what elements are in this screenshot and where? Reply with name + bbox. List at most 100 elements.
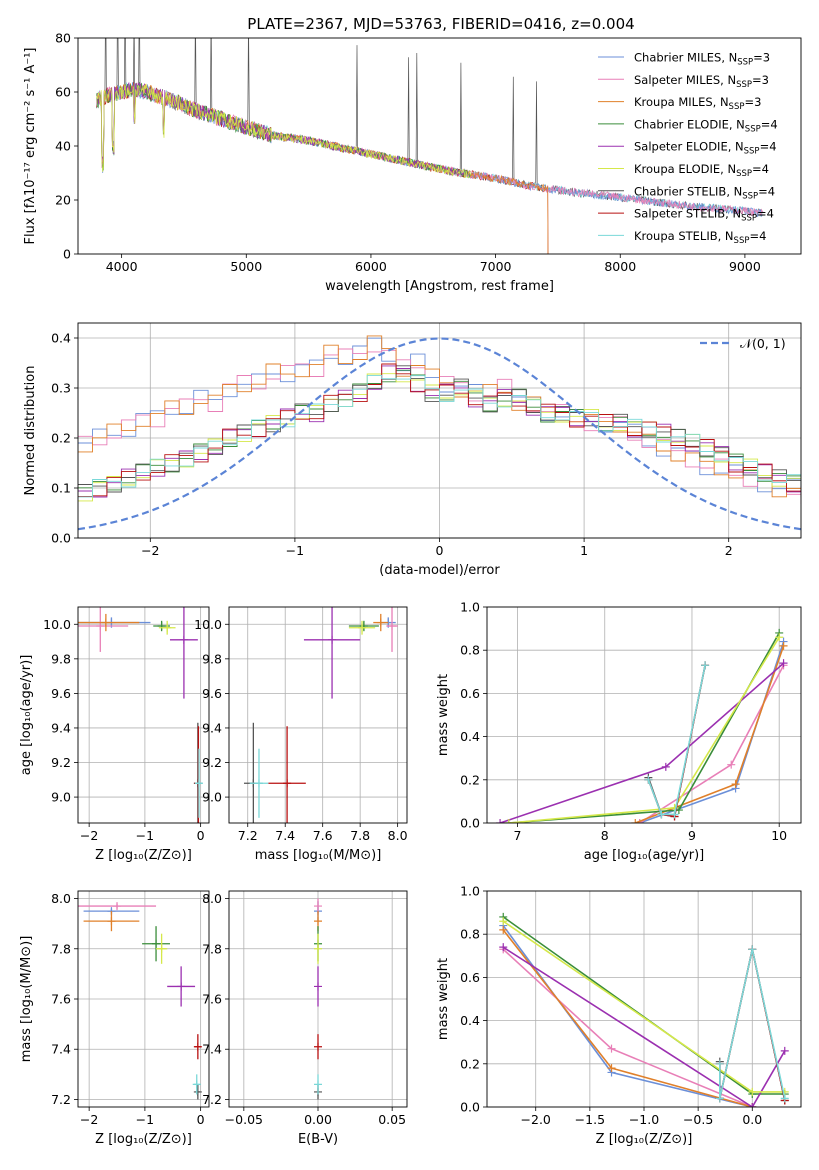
y-tick-label: 9.0 <box>202 790 222 805</box>
weight-series-line <box>647 665 706 816</box>
y-tick-label: 0.4 <box>51 331 71 346</box>
weight-marker <box>499 917 508 926</box>
legend-label: Kroupa ELODIE, NSSP=4 <box>634 162 769 179</box>
x-tick-label: 0 <box>436 543 444 558</box>
x-tick-label: 0.0 <box>742 1112 762 1127</box>
weight-marker <box>748 1087 757 1096</box>
y-tick-label: 9.2 <box>202 755 222 770</box>
data-marker <box>376 618 385 627</box>
weight-series-line <box>502 946 786 1107</box>
axes-frame <box>486 606 802 824</box>
y-tick-label: 0.0 <box>460 816 480 831</box>
weight-series-line <box>647 665 706 818</box>
weight-marker <box>631 819 640 823</box>
x-tick-label: −1 <box>136 828 154 843</box>
data-marker <box>101 618 110 627</box>
x-tick-label: 9 <box>688 828 696 843</box>
weight-marker <box>727 760 736 769</box>
data-marker <box>328 635 337 644</box>
y-tick-label: 20 <box>55 193 71 208</box>
weight-series-line <box>508 632 780 823</box>
y-tick-label: 0.8 <box>460 643 480 658</box>
axes-frame <box>228 606 408 824</box>
weight-marker <box>748 945 757 954</box>
legend-subscript: SSP <box>744 147 760 157</box>
weight-series-line <box>508 636 780 823</box>
data-marker <box>314 917 322 926</box>
x-tick-label: −1 <box>136 1112 154 1127</box>
x-tick-label: 1 <box>580 543 588 558</box>
legend-subscript: SSP <box>729 102 745 112</box>
data-marker <box>358 623 367 632</box>
y-tick-label: 40 <box>55 139 71 154</box>
data-marker <box>193 1087 202 1096</box>
legend-subscript: SSP <box>736 80 752 90</box>
plot-area <box>78 335 801 531</box>
residuals-panel: −2 −1 0 1 2 0.0 0.1 0.2 0.3 0.4 (data-model)/error… <box>23 322 802 578</box>
plot-area <box>499 912 789 1107</box>
x-tick-label: −2 <box>141 543 159 558</box>
legend-suffix: =3 <box>753 51 770 65</box>
y-tick-label: 0.0 <box>51 531 71 546</box>
legend-subscript: SSP <box>741 214 757 224</box>
x-tick-label: −2 <box>80 1112 98 1127</box>
legend-label: Salpeter STELIB, NSSP=4 <box>634 207 774 224</box>
data-marker <box>314 982 322 991</box>
legend-suffix: =4 <box>752 162 769 176</box>
histogram-series <box>78 335 801 498</box>
x-tick-label: 9000 <box>729 259 761 274</box>
legend-label: Chabrier MILES, NSSP=3 <box>634 51 770 68</box>
y-tick-label: 9.6 <box>51 686 71 701</box>
data-marker <box>388 622 397 631</box>
y-axis-label: mass [log₁₀(M/M⊙)] <box>19 936 34 1063</box>
weight-marker <box>657 810 666 819</box>
x-axis-label: Z [log₁₀(Z/Z⊙)] <box>596 1132 693 1147</box>
legend-label: 𝒩(0, 1) <box>740 336 786 351</box>
y-tick-label: 0.2 <box>460 1056 480 1071</box>
x-tick-label: −0.5 <box>683 1112 713 1127</box>
legend-label: Kroupa MILES, NSSP=3 <box>634 95 761 112</box>
mass-vs-Z-panel: −2 −1 0 7.2 7.4 7.6 7.8 8.0 Z [log₁₀(Z/Z⊙)] mass … <box>19 890 210 1147</box>
histogram-series <box>78 365 801 498</box>
data-marker <box>96 622 105 631</box>
weight-marker <box>607 1064 616 1073</box>
data-marker <box>157 622 166 631</box>
x-tick-label: 4000 <box>106 259 138 274</box>
y-tick-label: 1.0 <box>460 600 480 615</box>
y-tick-label: 10.0 <box>194 617 222 632</box>
y-axis-label: mass weight <box>436 674 451 756</box>
data-marker <box>194 779 203 788</box>
weight-marker <box>499 943 508 952</box>
y-axis-label: Normed distribution <box>23 366 38 496</box>
x-tick-label: 7.2 <box>238 828 258 843</box>
y-tick-label: 7.2 <box>202 1092 222 1107</box>
x-tick-label: −1.0 <box>629 1112 659 1127</box>
data-marker <box>254 779 263 788</box>
data-marker <box>314 1080 322 1089</box>
y-tick-label: 0.6 <box>460 970 480 985</box>
age-vs-Z-panel: −2 −1 0 9.0 9.2 9.4 9.6 9.8 10.0 Z [log₁₀(Z/Z⊙)] a… <box>19 606 210 863</box>
figure-title: PLATE=2367, MJD=53763, FIBERID=0416, z=0… <box>247 15 634 33</box>
y-tick-label: 9.8 <box>51 651 71 666</box>
plot-area <box>96 38 764 254</box>
y-tick-label: 9.4 <box>202 720 222 735</box>
weight-marker <box>496 819 505 823</box>
x-tick-label: 2 <box>725 543 733 558</box>
x-tick-label: −0.05 <box>225 1112 263 1127</box>
y-tick-label: 0.2 <box>460 772 480 787</box>
plot-area <box>78 607 203 823</box>
x-tick-label: −1.5 <box>575 1112 605 1127</box>
legend-label: Kroupa STELIB, NSSP=4 <box>634 229 766 246</box>
weight-series-line <box>635 645 785 823</box>
y-tick-label: 0.4 <box>460 1013 480 1028</box>
y-tick-label: 10.0 <box>43 617 71 632</box>
weight-marker <box>748 1103 757 1107</box>
y-tick-label: 60 <box>55 85 71 100</box>
data-marker <box>152 939 161 948</box>
legend-suffix: =4 <box>757 207 774 221</box>
y-tick-label: 1.0 <box>460 884 480 899</box>
y-tick-label: 9.6 <box>202 686 222 701</box>
y-tick-label: 7.4 <box>202 1042 222 1057</box>
histogram-series <box>78 365 801 498</box>
x-tick-label: 7.6 <box>313 828 333 843</box>
